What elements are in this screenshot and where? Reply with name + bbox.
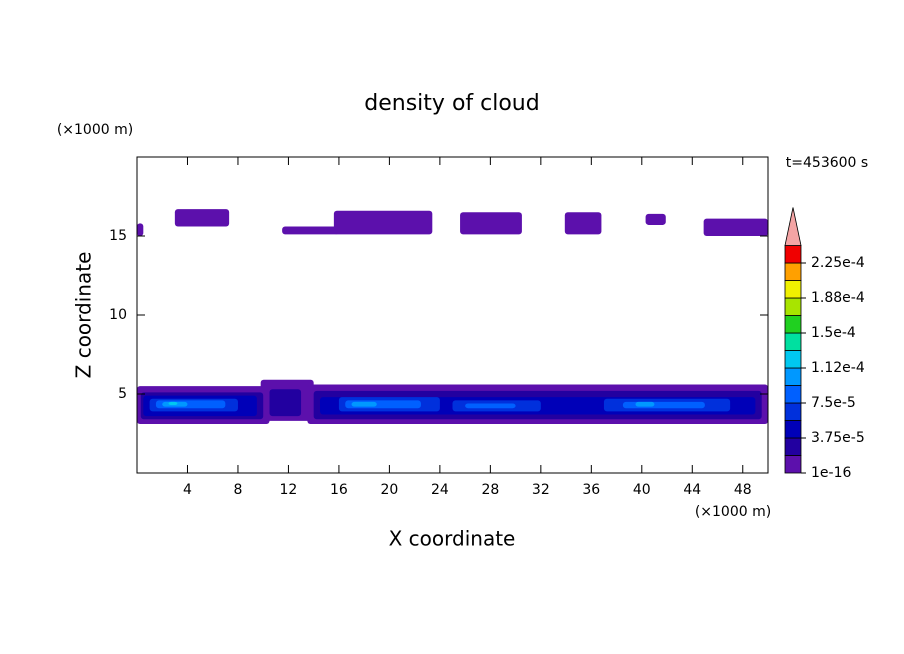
x-tick-label: 44: [683, 482, 701, 498]
x-tick-label: 48: [734, 482, 752, 498]
colorbar-tick-label: 1.5e-4: [811, 325, 856, 341]
contour-patch: [645, 213, 666, 225]
y-axis-label: Z coordinate: [72, 252, 96, 379]
contour-patch: [460, 212, 522, 235]
contour-patch: [622, 401, 705, 409]
x-tick-label: 8: [233, 482, 242, 498]
x-tick-label: 16: [330, 482, 348, 498]
contour-patch: [137, 223, 144, 236]
x-tick-label: 20: [380, 482, 398, 498]
colorbar-tick-label: 3.75e-5: [811, 430, 865, 446]
colorbar-tick-label: 1e-16: [811, 465, 851, 481]
contour-patch: [333, 210, 433, 235]
x-tick-label: 4: [183, 482, 192, 498]
x-tick-label: 32: [532, 482, 550, 498]
contour-patch: [351, 401, 377, 407]
colorbar-band: [784, 332, 802, 351]
colorbar-band: [784, 437, 802, 456]
colorbar-band: [784, 350, 802, 369]
y-tick-label: 15: [109, 228, 127, 244]
colorbar-band: [784, 315, 802, 334]
colorbar-tick-label: 2.25e-4: [811, 255, 865, 271]
colorbar-band: [784, 385, 802, 404]
x-tick-label: 12: [280, 482, 298, 498]
contour-patch: [269, 389, 302, 417]
x-tick-label: 40: [633, 482, 651, 498]
colorbar-band: [784, 455, 802, 474]
x-unit: (×1000 m): [695, 504, 771, 520]
x-axis-label: X coordinate: [389, 527, 516, 551]
time-annotation: t=453600 s: [786, 155, 868, 171]
x-tick-label: 36: [582, 482, 600, 498]
contour-patch: [703, 218, 768, 236]
colorbar-tick-label: 1.88e-4: [811, 290, 865, 306]
x-tick-label: 28: [481, 482, 499, 498]
colorbar-band: [784, 367, 802, 386]
colorbar-tick-label: 7.5e-5: [811, 395, 856, 411]
x-tick-label: 24: [431, 482, 449, 498]
contour-patch: [635, 401, 655, 407]
colorbar-band: [784, 297, 802, 316]
contour-patch: [465, 403, 516, 409]
y-tick-label: 10: [109, 307, 127, 323]
colorbar-extension: [784, 207, 802, 246]
colorbar-band: [784, 420, 802, 439]
contour-patch: [168, 401, 178, 406]
colorbar-band: [784, 402, 802, 421]
contour-patch: [282, 226, 339, 235]
colorbar-band: [784, 245, 802, 264]
contour-patch: [174, 209, 230, 227]
contour-patch: [564, 212, 602, 235]
colorbar-band: [784, 280, 802, 299]
plot-frame: [136, 156, 769, 474]
colorbar-tick-label: 1.12e-4: [811, 360, 865, 376]
y-unit: (×1000 m): [57, 122, 133, 138]
colorbar-band: [784, 262, 802, 281]
chart-title: density of cloud: [364, 91, 539, 116]
y-tick-label: 5: [118, 386, 127, 402]
